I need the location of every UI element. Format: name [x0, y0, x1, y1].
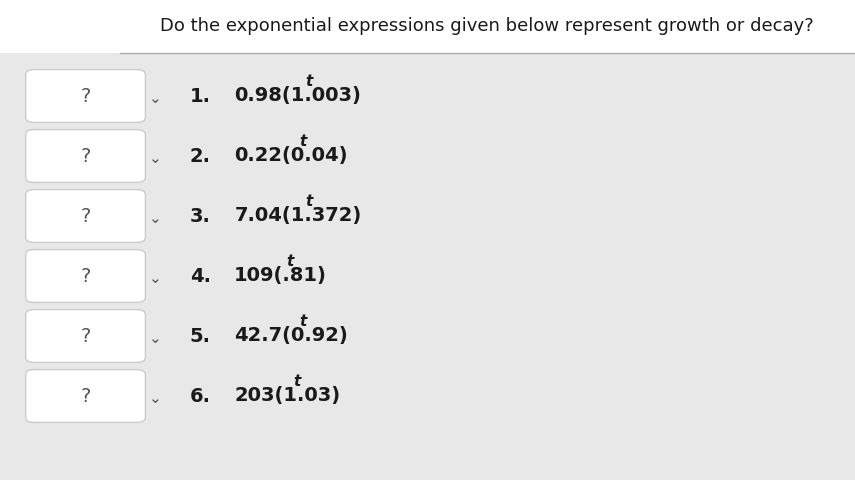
Text: 6.: 6.: [190, 386, 211, 406]
Text: 4.: 4.: [190, 266, 211, 286]
Text: ⌄: ⌄: [150, 91, 162, 106]
FancyBboxPatch shape: [26, 70, 145, 122]
Text: 109(.81): 109(.81): [234, 266, 327, 286]
Text: ⌄: ⌄: [150, 391, 162, 406]
FancyBboxPatch shape: [26, 310, 145, 362]
Text: 42.7(0.92): 42.7(0.92): [234, 326, 348, 346]
Text: 1.: 1.: [190, 86, 211, 106]
Text: ?: ?: [80, 86, 91, 106]
Text: 7.04(1.372): 7.04(1.372): [234, 206, 362, 226]
Text: ⌄: ⌄: [150, 151, 162, 166]
Text: ?: ?: [80, 326, 91, 346]
Text: ?: ?: [80, 386, 91, 406]
Text: 5.: 5.: [190, 326, 211, 346]
Text: Do the exponential expressions given below represent growth or decay?: Do the exponential expressions given bel…: [161, 17, 814, 36]
Text: ?: ?: [80, 206, 91, 226]
Text: t: t: [305, 74, 313, 89]
Text: 2.: 2.: [190, 146, 211, 166]
Text: t: t: [299, 134, 306, 149]
Text: t: t: [293, 374, 300, 389]
Text: 3.: 3.: [190, 206, 210, 226]
FancyBboxPatch shape: [26, 250, 145, 302]
FancyBboxPatch shape: [26, 190, 145, 242]
Text: t: t: [299, 314, 306, 329]
Text: ?: ?: [80, 266, 91, 286]
Text: t: t: [305, 194, 313, 209]
FancyBboxPatch shape: [0, 0, 855, 53]
Text: 0.22(0.04): 0.22(0.04): [234, 146, 348, 166]
Text: ⌄: ⌄: [150, 211, 162, 226]
Text: 203(1.03): 203(1.03): [234, 386, 340, 406]
FancyBboxPatch shape: [26, 370, 145, 422]
Text: ⌄: ⌄: [150, 331, 162, 346]
Text: t: t: [286, 254, 294, 269]
Text: ?: ?: [80, 146, 91, 166]
FancyBboxPatch shape: [26, 130, 145, 182]
Text: ⌄: ⌄: [150, 271, 162, 286]
Text: 0.98(1.003): 0.98(1.003): [234, 86, 361, 106]
